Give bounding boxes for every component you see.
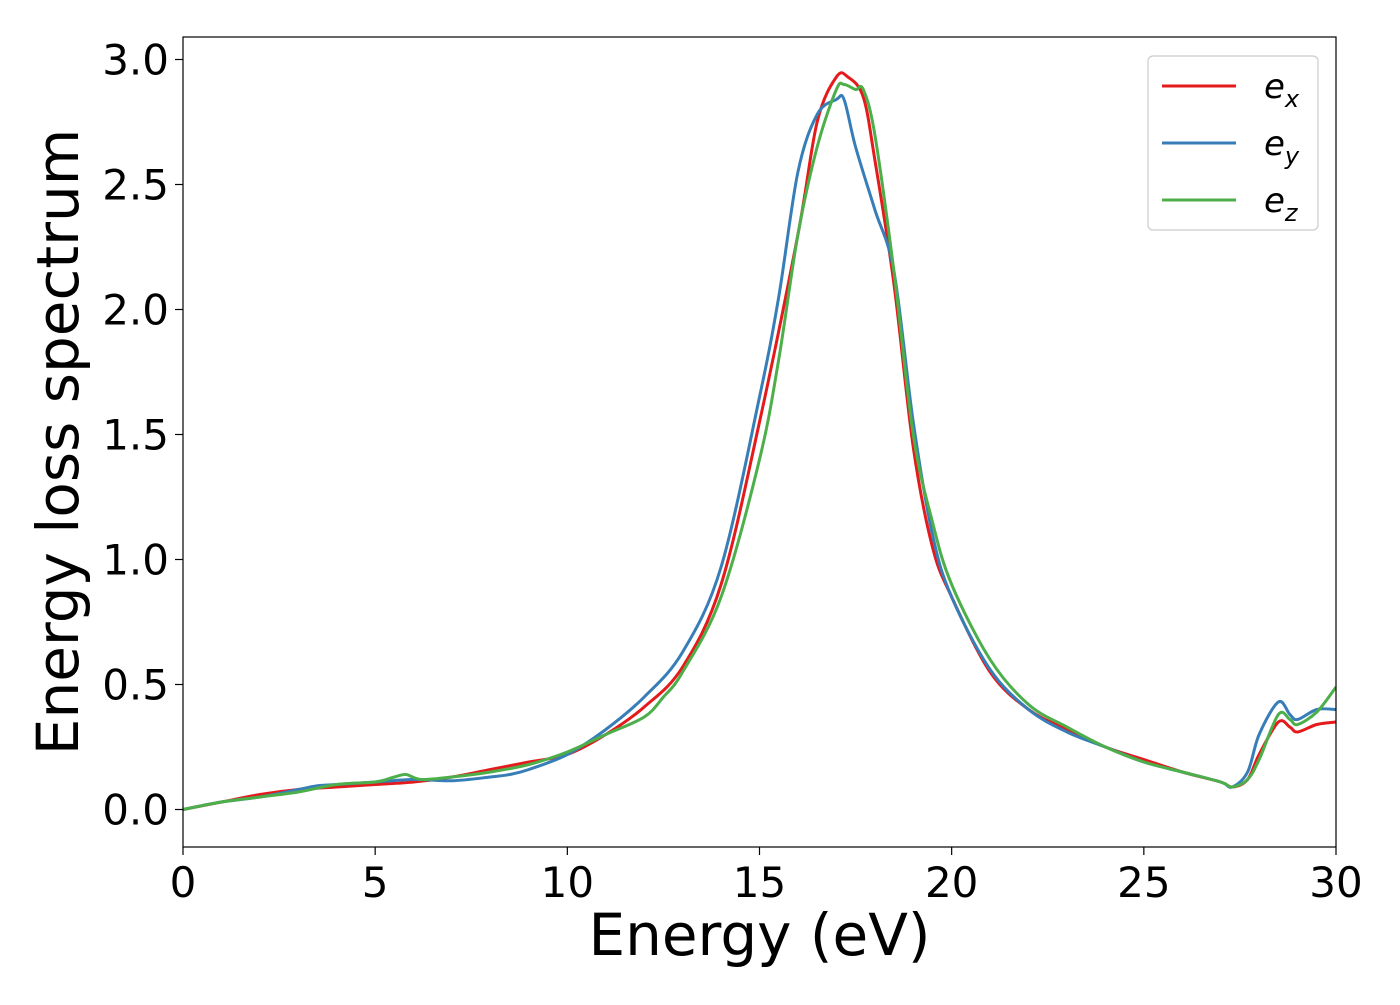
y-tick-label: 1.5 bbox=[102, 411, 169, 460]
axes-layer: 0 5 10 15 20 25 300.00.51.01.52.02.53.0Energy … bbox=[24, 36, 1363, 970]
x-tick-label: 15 bbox=[733, 858, 786, 907]
y-tick-label: 3.0 bbox=[102, 36, 169, 85]
x-tick-label: 10 bbox=[541, 858, 594, 907]
legend-label-subscript: y bbox=[1284, 142, 1300, 170]
series-layer bbox=[183, 71, 1336, 811]
x-tick-label: 20 bbox=[925, 858, 978, 907]
legend-label-base: e bbox=[1264, 124, 1285, 164]
legend-label-z: ez bbox=[1264, 181, 1299, 227]
x-tick-label: 25 bbox=[1117, 858, 1170, 907]
series-line-z bbox=[183, 81, 1336, 811]
x-tick-label: 5 bbox=[362, 858, 389, 907]
legend-label-x: ex bbox=[1264, 67, 1300, 113]
y-tick-label: 1.0 bbox=[102, 536, 169, 585]
x-tick-label: 0 bbox=[170, 858, 197, 907]
legend-label-subscript: x bbox=[1284, 85, 1300, 113]
x-tick-label: 30 bbox=[1309, 858, 1362, 907]
legend-label-base: e bbox=[1264, 181, 1285, 221]
y-tick-label: 2.0 bbox=[102, 286, 169, 335]
y-tick-label: 0.0 bbox=[102, 786, 169, 835]
legend-label-subscript: z bbox=[1284, 199, 1299, 227]
legend-label-base: e bbox=[1264, 67, 1285, 107]
y-axis-title: Energy loss spectrum bbox=[24, 129, 92, 755]
legend-label-y: ey bbox=[1264, 124, 1300, 170]
y-tick-label: 0.5 bbox=[102, 661, 169, 710]
x-axis-title: Energy (eV) bbox=[588, 901, 930, 969]
y-tick-label: 2.5 bbox=[102, 161, 169, 210]
